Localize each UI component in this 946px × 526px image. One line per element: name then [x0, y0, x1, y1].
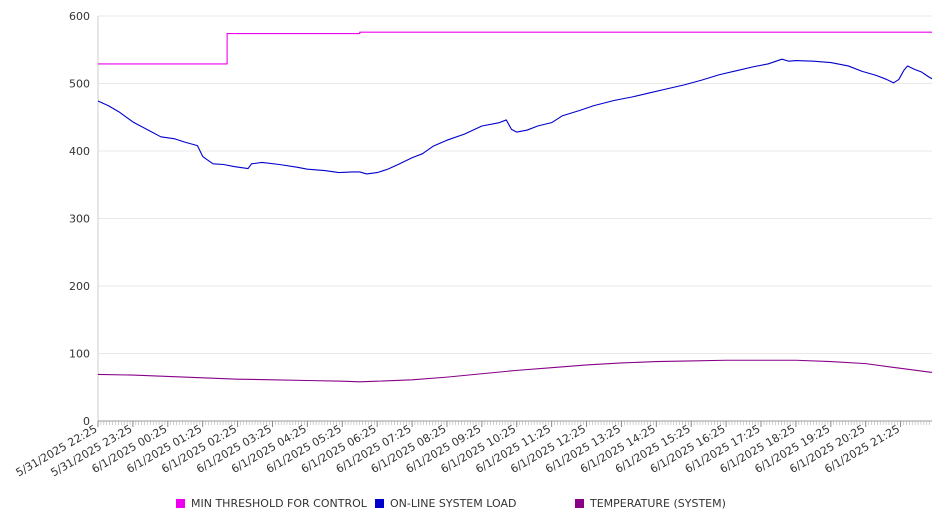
- legend-swatch-system-load: [375, 499, 384, 508]
- legend-item-temperature[interactable]: TEMPERATURE (SYSTEM): [575, 497, 726, 510]
- legend-label-system-load: ON-LINE SYSTEM LOAD: [390, 497, 517, 510]
- axes: [97, 16, 932, 427]
- legend-item-system-load[interactable]: ON-LINE SYSTEM LOAD: [375, 497, 516, 510]
- legend-label-temperature: TEMPERATURE (SYSTEM): [590, 497, 726, 510]
- x-minor-ticks: [97, 421, 930, 425]
- y-tick-label: 500: [69, 78, 90, 91]
- y-tick-label: 600: [69, 10, 90, 23]
- y-tick-label: 100: [69, 348, 90, 361]
- x-axis-tick-labels: 5/31/2025 22:255/31/2025 23:256/1/2025 0…: [14, 422, 902, 479]
- legend-swatch-temperature: [575, 499, 584, 508]
- series-lines: [97, 31, 933, 383]
- series-line-0: [98, 31, 932, 65]
- legend-label-min-threshold: MIN THRESHOLD FOR CONTROL: [191, 497, 367, 510]
- y-axis-tick-labels: 0 100 200 300 400 500 600: [69, 10, 90, 428]
- y-tick-label: 0: [83, 415, 90, 428]
- legend-item-min-threshold[interactable]: MIN THRESHOLD FOR CONTROL: [176, 497, 367, 510]
- series-line-1: [97, 58, 933, 175]
- grid-lines: [98, 15, 932, 354]
- y-tick-label: 400: [69, 145, 90, 158]
- legend: MIN THRESHOLD FOR CONTROL ON-LINE SYSTEM…: [0, 497, 946, 515]
- y-tick-label: 200: [69, 280, 90, 293]
- series-line-2: [97, 359, 933, 383]
- y-tick-label: 300: [69, 213, 90, 226]
- legend-swatch-min-threshold: [176, 499, 185, 508]
